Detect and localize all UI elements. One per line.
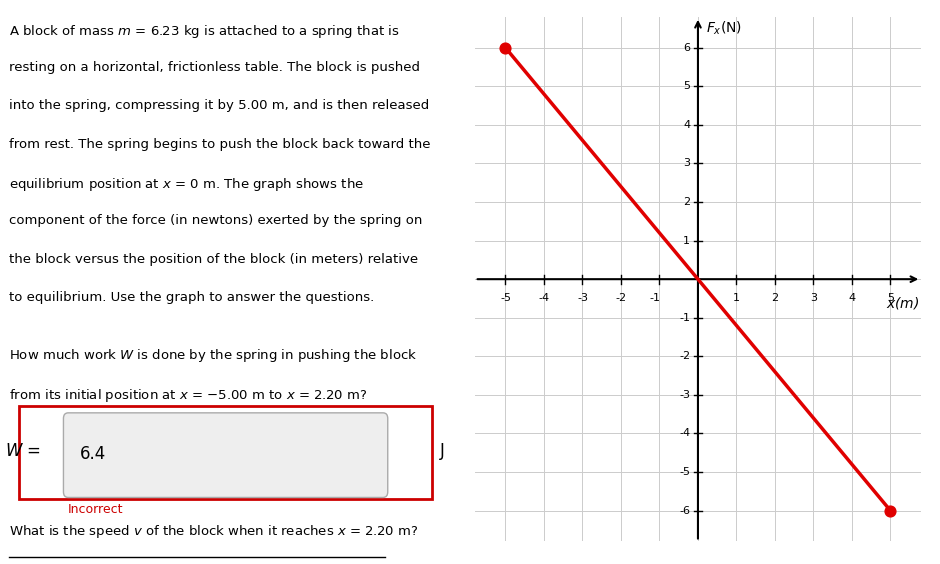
Text: the block versus the position of the block (in meters) relative: the block versus the position of the blo… — [9, 253, 418, 266]
Point — [498, 43, 513, 52]
Text: $F_x$(N): $F_x$(N) — [707, 20, 743, 37]
Text: $W$ =: $W$ = — [5, 442, 40, 460]
Text: -4: -4 — [679, 429, 690, 438]
Text: from its initial position at $x$ = $-$5.00 m to $x$ = 2.20 m?: from its initial position at $x$ = $-$5.… — [9, 387, 368, 404]
Text: 6: 6 — [683, 43, 690, 53]
Text: 5: 5 — [683, 81, 690, 91]
Text: -3: -3 — [577, 293, 588, 303]
Text: A block of mass $m$ = 6.23 kg is attached to a spring that is: A block of mass $m$ = 6.23 kg is attache… — [9, 23, 400, 39]
Text: -6: -6 — [680, 505, 690, 515]
Text: resting on a horizontal, frictionless table. The block is pushed: resting on a horizontal, frictionless ta… — [9, 61, 420, 74]
Text: 3: 3 — [683, 158, 690, 169]
Text: 1: 1 — [733, 293, 740, 303]
Text: component of the force (in newtons) exerted by the spring on: component of the force (in newtons) exer… — [9, 214, 423, 227]
Text: -5: -5 — [680, 467, 690, 477]
Text: J: J — [440, 442, 445, 460]
Text: How much work $W$ is done by the spring in pushing the block: How much work $W$ is done by the spring … — [9, 347, 417, 364]
Text: 1: 1 — [683, 236, 690, 245]
Point — [883, 506, 898, 515]
Text: -1: -1 — [680, 313, 690, 323]
Text: -3: -3 — [680, 390, 690, 400]
Text: $x$(m): $x$(m) — [885, 296, 919, 311]
Text: -2: -2 — [616, 293, 627, 303]
FancyBboxPatch shape — [63, 413, 388, 497]
FancyBboxPatch shape — [19, 406, 432, 499]
Text: to equilibrium. Use the graph to answer the questions.: to equilibrium. Use the graph to answer … — [9, 291, 375, 304]
Text: 5: 5 — [887, 293, 894, 303]
Text: -4: -4 — [539, 293, 550, 303]
Text: 3: 3 — [810, 293, 817, 303]
Text: Incorrect: Incorrect — [68, 503, 124, 516]
Text: -1: -1 — [650, 293, 660, 303]
Text: from rest. The spring begins to push the block back toward the: from rest. The spring begins to push the… — [9, 138, 431, 151]
Text: 2: 2 — [772, 293, 778, 303]
Text: 4: 4 — [683, 120, 690, 130]
Text: 4: 4 — [849, 293, 855, 303]
Text: into the spring, compressing it by 5.00 m, and is then released: into the spring, compressing it by 5.00 … — [9, 99, 430, 112]
Text: 2: 2 — [683, 197, 690, 207]
Text: -2: -2 — [679, 351, 690, 362]
Text: equilibrium position at $x$ = 0 m. The graph shows the: equilibrium position at $x$ = 0 m. The g… — [9, 176, 365, 193]
Text: What is the speed $v$ of the block when it reaches $x$ = 2.20 m?: What is the speed $v$ of the block when … — [9, 523, 418, 540]
Text: 6.4: 6.4 — [80, 445, 106, 463]
Text: -5: -5 — [500, 293, 511, 303]
